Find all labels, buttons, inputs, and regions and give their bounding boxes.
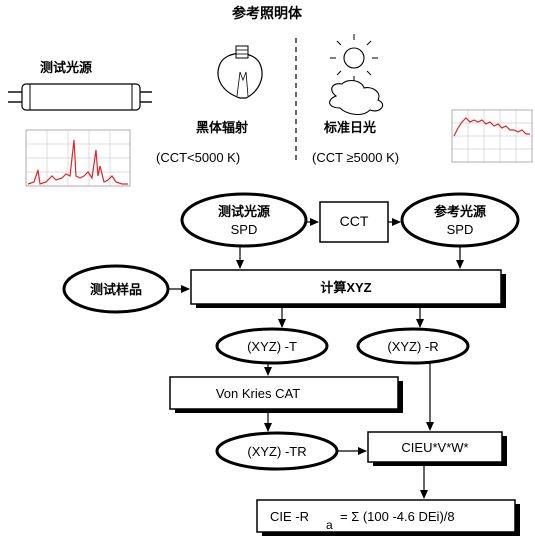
- ref-spd-line2: SPD: [447, 222, 474, 237]
- ref-spd-line1: 参考光源: [434, 204, 486, 219]
- xyz-tr-label: (XYZ) -TR: [247, 444, 306, 459]
- fluorescent-tube-icon: [8, 83, 152, 111]
- cloud-icon: [329, 79, 384, 116]
- diagram-title: 参考照明体: [232, 5, 303, 21]
- xyz-t-node: (XYZ) -T: [215, 327, 329, 365]
- formula-left: CIE -R: [270, 509, 309, 524]
- test-source-label: 测试光源: [40, 60, 92, 75]
- von-kries-node: Von Kries CAT: [169, 376, 403, 413]
- test-source-spectrum: [25, 129, 131, 187]
- daylight-label: 标准日光: [323, 120, 376, 135]
- formula-node: CIE -R a = Σ (100 -4.6 DEi)/8: [256, 499, 520, 536]
- xyz-r-node: (XYZ) -R: [356, 327, 470, 365]
- cieuvw-node: CIEU*V*W*: [367, 431, 507, 466]
- calc-xyz-node: 计算XYZ: [190, 269, 506, 308]
- cieuvw-label: CIEU*V*W*: [401, 440, 468, 455]
- blackbody-label: 黑体辐射: [196, 120, 248, 135]
- daylight-condition: (CCT ≥5000 K): [312, 150, 399, 165]
- test-source-spd-node: 测试光源 SPD: [180, 192, 308, 248]
- test-sample-node: 测试样品: [62, 264, 170, 314]
- formula-right: = Σ (100 -4.6 DEi)/8: [340, 509, 455, 524]
- test-spd-line2: SPD: [231, 222, 258, 237]
- calc-xyz-label: 计算XYZ: [320, 280, 371, 295]
- reference-spectrum: [451, 109, 533, 163]
- xyz-r-label: (XYZ) -R: [387, 339, 438, 354]
- reference-spd-node: 参考光源 SPD: [400, 192, 520, 248]
- formula-subscript: a: [326, 518, 333, 532]
- test-spd-line1: 测试光源: [218, 204, 270, 219]
- test-sample-label: 测试样品: [90, 282, 142, 297]
- cct-node: CCT: [319, 201, 389, 243]
- xyz-tr-node: (XYZ) -TR: [215, 431, 339, 471]
- von-kries-label: Von Kries CAT: [216, 386, 300, 401]
- xyz-t-label: (XYZ) -T: [247, 339, 297, 354]
- blackbody-condition: (CCT<5000 K): [156, 150, 240, 165]
- cct-label: CCT: [340, 213, 369, 229]
- light-bulb-icon: [217, 45, 263, 99]
- sun-icon: [330, 34, 378, 82]
